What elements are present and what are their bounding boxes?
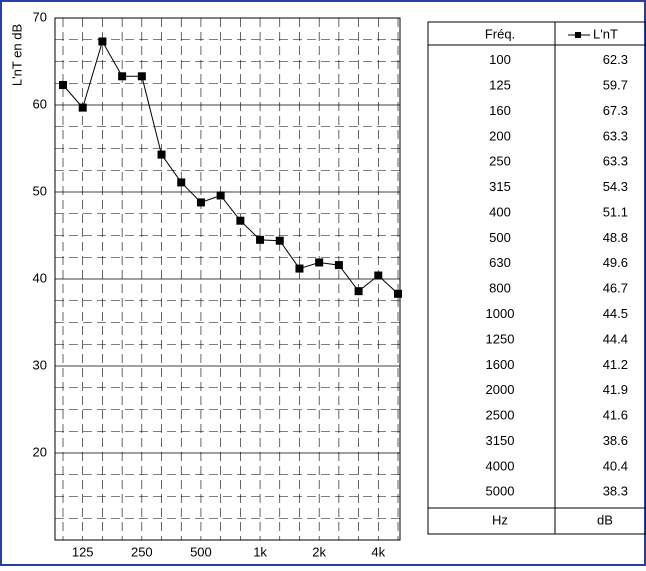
table-frequency: 3150 [486, 433, 515, 448]
data-point [374, 271, 383, 280]
x-tick-label: 1k [253, 544, 267, 559]
data-point [256, 235, 265, 244]
x-tick-label: 2k [312, 544, 326, 559]
y-axis-label: L'nT en dB [9, 24, 24, 86]
y-tick-label: 70 [33, 9, 47, 24]
data-point [59, 80, 67, 89]
y-tick-label: 20 [33, 444, 47, 459]
series-line [62, 40, 399, 295]
data-point [354, 287, 363, 296]
data-point [394, 289, 402, 298]
table-value: 44.5 [603, 306, 628, 321]
x-tick-label: 250 [131, 544, 153, 559]
data-point [137, 72, 146, 81]
data-point [177, 178, 186, 187]
data-point [295, 264, 304, 273]
table-frequency: 1250 [486, 331, 515, 346]
table-value: 67.3 [603, 103, 628, 118]
table-frequency: 1600 [486, 357, 515, 372]
y-tick-label: 50 [33, 183, 47, 198]
unit: Hz [492, 512, 508, 527]
data-point [196, 198, 205, 207]
table-header: Fréq. [485, 26, 515, 41]
table-frequency: 500 [489, 230, 511, 245]
table-value: 40.4 [603, 458, 628, 473]
y-tick-label: 30 [33, 357, 47, 372]
table-frequency: 630 [489, 255, 511, 270]
data-point [236, 216, 245, 225]
table-value: 51.1 [603, 204, 628, 219]
data-point [315, 258, 324, 267]
table-value: 62.3 [603, 52, 628, 67]
x-tick-label: 4k [371, 544, 385, 559]
table-frequency: 5000 [486, 484, 515, 499]
table-frequency: 4000 [486, 458, 515, 473]
unit: dB [597, 512, 613, 527]
data-point [78, 103, 87, 112]
x-tick-label: 500 [190, 544, 212, 559]
data-point [98, 37, 107, 46]
data-point [216, 191, 225, 200]
table-value: 49.6 [603, 255, 628, 270]
table-value: 38.3 [603, 484, 628, 499]
table-frequency: 2000 [486, 382, 515, 397]
table-frequency: 200 [489, 128, 511, 143]
table-frequency: 400 [489, 204, 511, 219]
x-tick-label: 125 [72, 544, 94, 559]
table-frequency: 1000 [486, 306, 515, 321]
table-value: 41.2 [603, 357, 628, 372]
table-value: 59.7 [603, 78, 628, 93]
table-frequency: 800 [489, 281, 511, 296]
table-frequency: 315 [489, 179, 511, 194]
table-frequency: 160 [489, 103, 511, 118]
data-point [275, 236, 284, 245]
table-frequency: 100 [489, 52, 511, 67]
data-point [334, 261, 343, 270]
data-point [118, 72, 127, 81]
table-frequency: 250 [489, 154, 511, 169]
y-tick-label: 40 [33, 270, 47, 285]
table-value: 44.4 [603, 331, 628, 346]
data-point [157, 150, 166, 159]
table-value: 41.6 [603, 408, 628, 423]
legend-label: L'nT [593, 26, 618, 41]
y-tick-label: 60 [33, 96, 47, 111]
table-value: 41.9 [603, 382, 628, 397]
table-value: 63.3 [603, 128, 628, 143]
table-value: 54.3 [603, 179, 628, 194]
table-value: 48.8 [603, 230, 628, 245]
table-frequency: 2500 [486, 408, 515, 423]
table-frequency: 125 [489, 78, 511, 93]
table-value: 63.3 [603, 154, 628, 169]
table-value: 38.6 [603, 433, 628, 448]
table: Fréq. L'nT Hz dB [427, 21, 646, 535]
table-value: 46.7 [603, 281, 628, 296]
